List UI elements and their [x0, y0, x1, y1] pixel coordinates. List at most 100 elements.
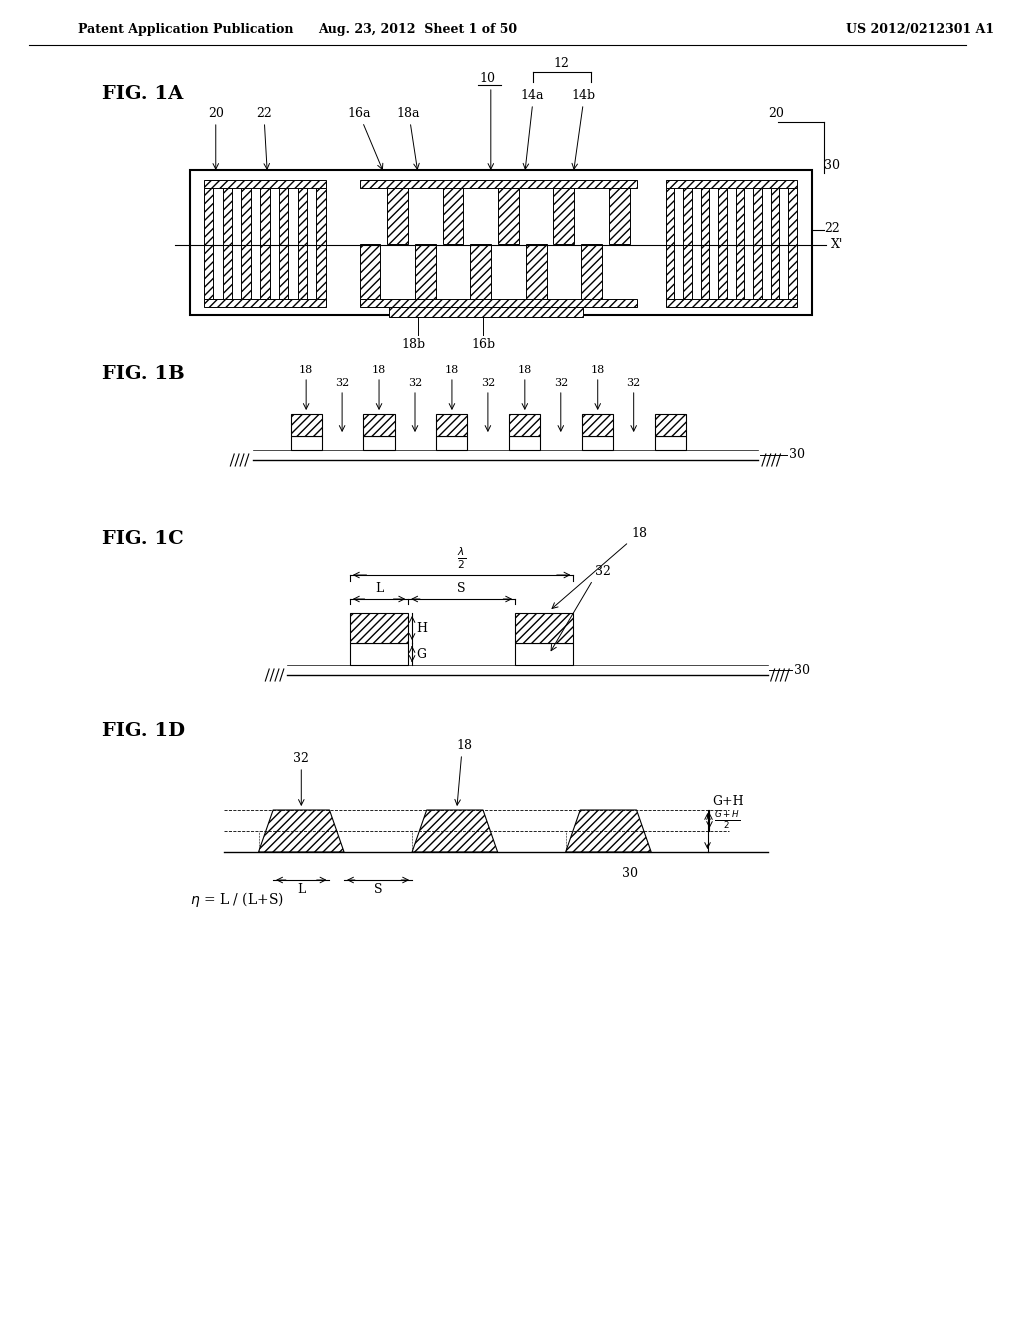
- Text: 20: 20: [208, 107, 223, 120]
- Bar: [189, 170, 812, 315]
- Text: G+H: G+H: [713, 795, 744, 808]
- Bar: [515, 643, 573, 665]
- Text: 14b: 14b: [571, 88, 595, 102]
- Text: 18: 18: [518, 366, 531, 375]
- Bar: [260, 187, 269, 300]
- Bar: [509, 414, 541, 436]
- Text: 32: 32: [554, 378, 568, 388]
- Text: 16a: 16a: [348, 107, 372, 120]
- Bar: [470, 243, 492, 300]
- Text: 32: 32: [293, 752, 309, 766]
- Bar: [389, 308, 583, 317]
- Text: 18: 18: [632, 527, 648, 540]
- Polygon shape: [412, 810, 498, 851]
- Text: 22: 22: [256, 107, 272, 120]
- Bar: [298, 187, 307, 300]
- Bar: [554, 187, 574, 243]
- Text: 32: 32: [408, 378, 422, 388]
- Text: 20: 20: [768, 107, 783, 120]
- Bar: [359, 180, 637, 187]
- Text: 18: 18: [444, 366, 459, 375]
- Text: FIG. 1C: FIG. 1C: [102, 531, 183, 548]
- Text: 30: 30: [622, 867, 638, 880]
- Bar: [223, 187, 232, 300]
- Polygon shape: [565, 810, 651, 851]
- Text: 10: 10: [480, 73, 496, 84]
- Bar: [291, 436, 322, 450]
- Text: 32: 32: [335, 378, 349, 388]
- Text: 32: 32: [627, 378, 641, 388]
- Text: 30: 30: [824, 158, 840, 172]
- Bar: [415, 243, 436, 300]
- Bar: [683, 187, 692, 300]
- Bar: [666, 300, 797, 308]
- Text: US 2012/0212301 A1: US 2012/0212301 A1: [846, 24, 993, 37]
- Bar: [655, 436, 686, 450]
- Bar: [525, 243, 547, 300]
- Text: 30: 30: [794, 664, 810, 676]
- Bar: [350, 643, 409, 665]
- Text: 18: 18: [457, 739, 473, 752]
- Bar: [655, 414, 686, 436]
- Text: FIG. 1D: FIG. 1D: [102, 722, 185, 741]
- Bar: [436, 414, 468, 436]
- Bar: [387, 187, 409, 243]
- Text: FIG. 1A: FIG. 1A: [102, 84, 183, 103]
- Bar: [242, 187, 251, 300]
- Bar: [316, 187, 326, 300]
- Bar: [582, 243, 602, 300]
- Text: S: S: [458, 582, 466, 595]
- Polygon shape: [258, 810, 344, 851]
- Text: X': X': [830, 239, 844, 252]
- Text: Patent Application Publication: Patent Application Publication: [78, 24, 293, 37]
- Bar: [609, 187, 630, 243]
- Bar: [359, 243, 380, 300]
- Bar: [788, 187, 797, 300]
- Text: 14a: 14a: [521, 88, 545, 102]
- Bar: [718, 187, 727, 300]
- Bar: [204, 180, 326, 187]
- Text: 16b: 16b: [471, 338, 495, 351]
- Bar: [515, 612, 573, 643]
- Text: 18b: 18b: [401, 338, 425, 351]
- Bar: [291, 414, 322, 436]
- Bar: [204, 187, 213, 300]
- Text: $\frac{G+H}{2}$: $\frac{G+H}{2}$: [715, 809, 740, 832]
- Bar: [583, 414, 613, 436]
- Bar: [498, 187, 519, 243]
- Text: 22: 22: [824, 222, 840, 235]
- Text: 18: 18: [591, 366, 605, 375]
- Bar: [359, 300, 637, 308]
- Bar: [350, 612, 409, 643]
- Text: 18: 18: [299, 366, 313, 375]
- Text: Aug. 23, 2012  Sheet 1 of 50: Aug. 23, 2012 Sheet 1 of 50: [318, 24, 517, 37]
- Bar: [204, 300, 326, 308]
- Text: 32: 32: [481, 378, 495, 388]
- Text: G: G: [416, 648, 426, 660]
- Text: $\frac{\lambda}{2}$: $\frac{\lambda}{2}$: [457, 545, 466, 572]
- Bar: [436, 436, 468, 450]
- Text: 18a: 18a: [396, 107, 420, 120]
- Bar: [666, 187, 675, 300]
- Bar: [442, 187, 464, 243]
- Bar: [754, 187, 762, 300]
- Text: L: L: [297, 883, 305, 896]
- Text: FIG. 1B: FIG. 1B: [102, 366, 184, 383]
- Text: 18: 18: [372, 366, 386, 375]
- Text: $\eta$ = L / (L+S): $\eta$ = L / (L+S): [189, 890, 284, 909]
- Text: 12: 12: [554, 57, 569, 70]
- Text: L: L: [375, 582, 383, 595]
- Bar: [666, 180, 797, 187]
- Bar: [700, 187, 710, 300]
- Bar: [735, 187, 744, 300]
- Bar: [509, 436, 541, 450]
- Bar: [364, 436, 394, 450]
- Text: 30: 30: [790, 449, 805, 462]
- Text: H: H: [416, 622, 427, 635]
- Bar: [364, 414, 394, 436]
- Bar: [583, 436, 613, 450]
- Bar: [771, 187, 779, 300]
- Bar: [279, 187, 288, 300]
- Text: S: S: [374, 883, 382, 896]
- Text: 32: 32: [595, 565, 610, 578]
